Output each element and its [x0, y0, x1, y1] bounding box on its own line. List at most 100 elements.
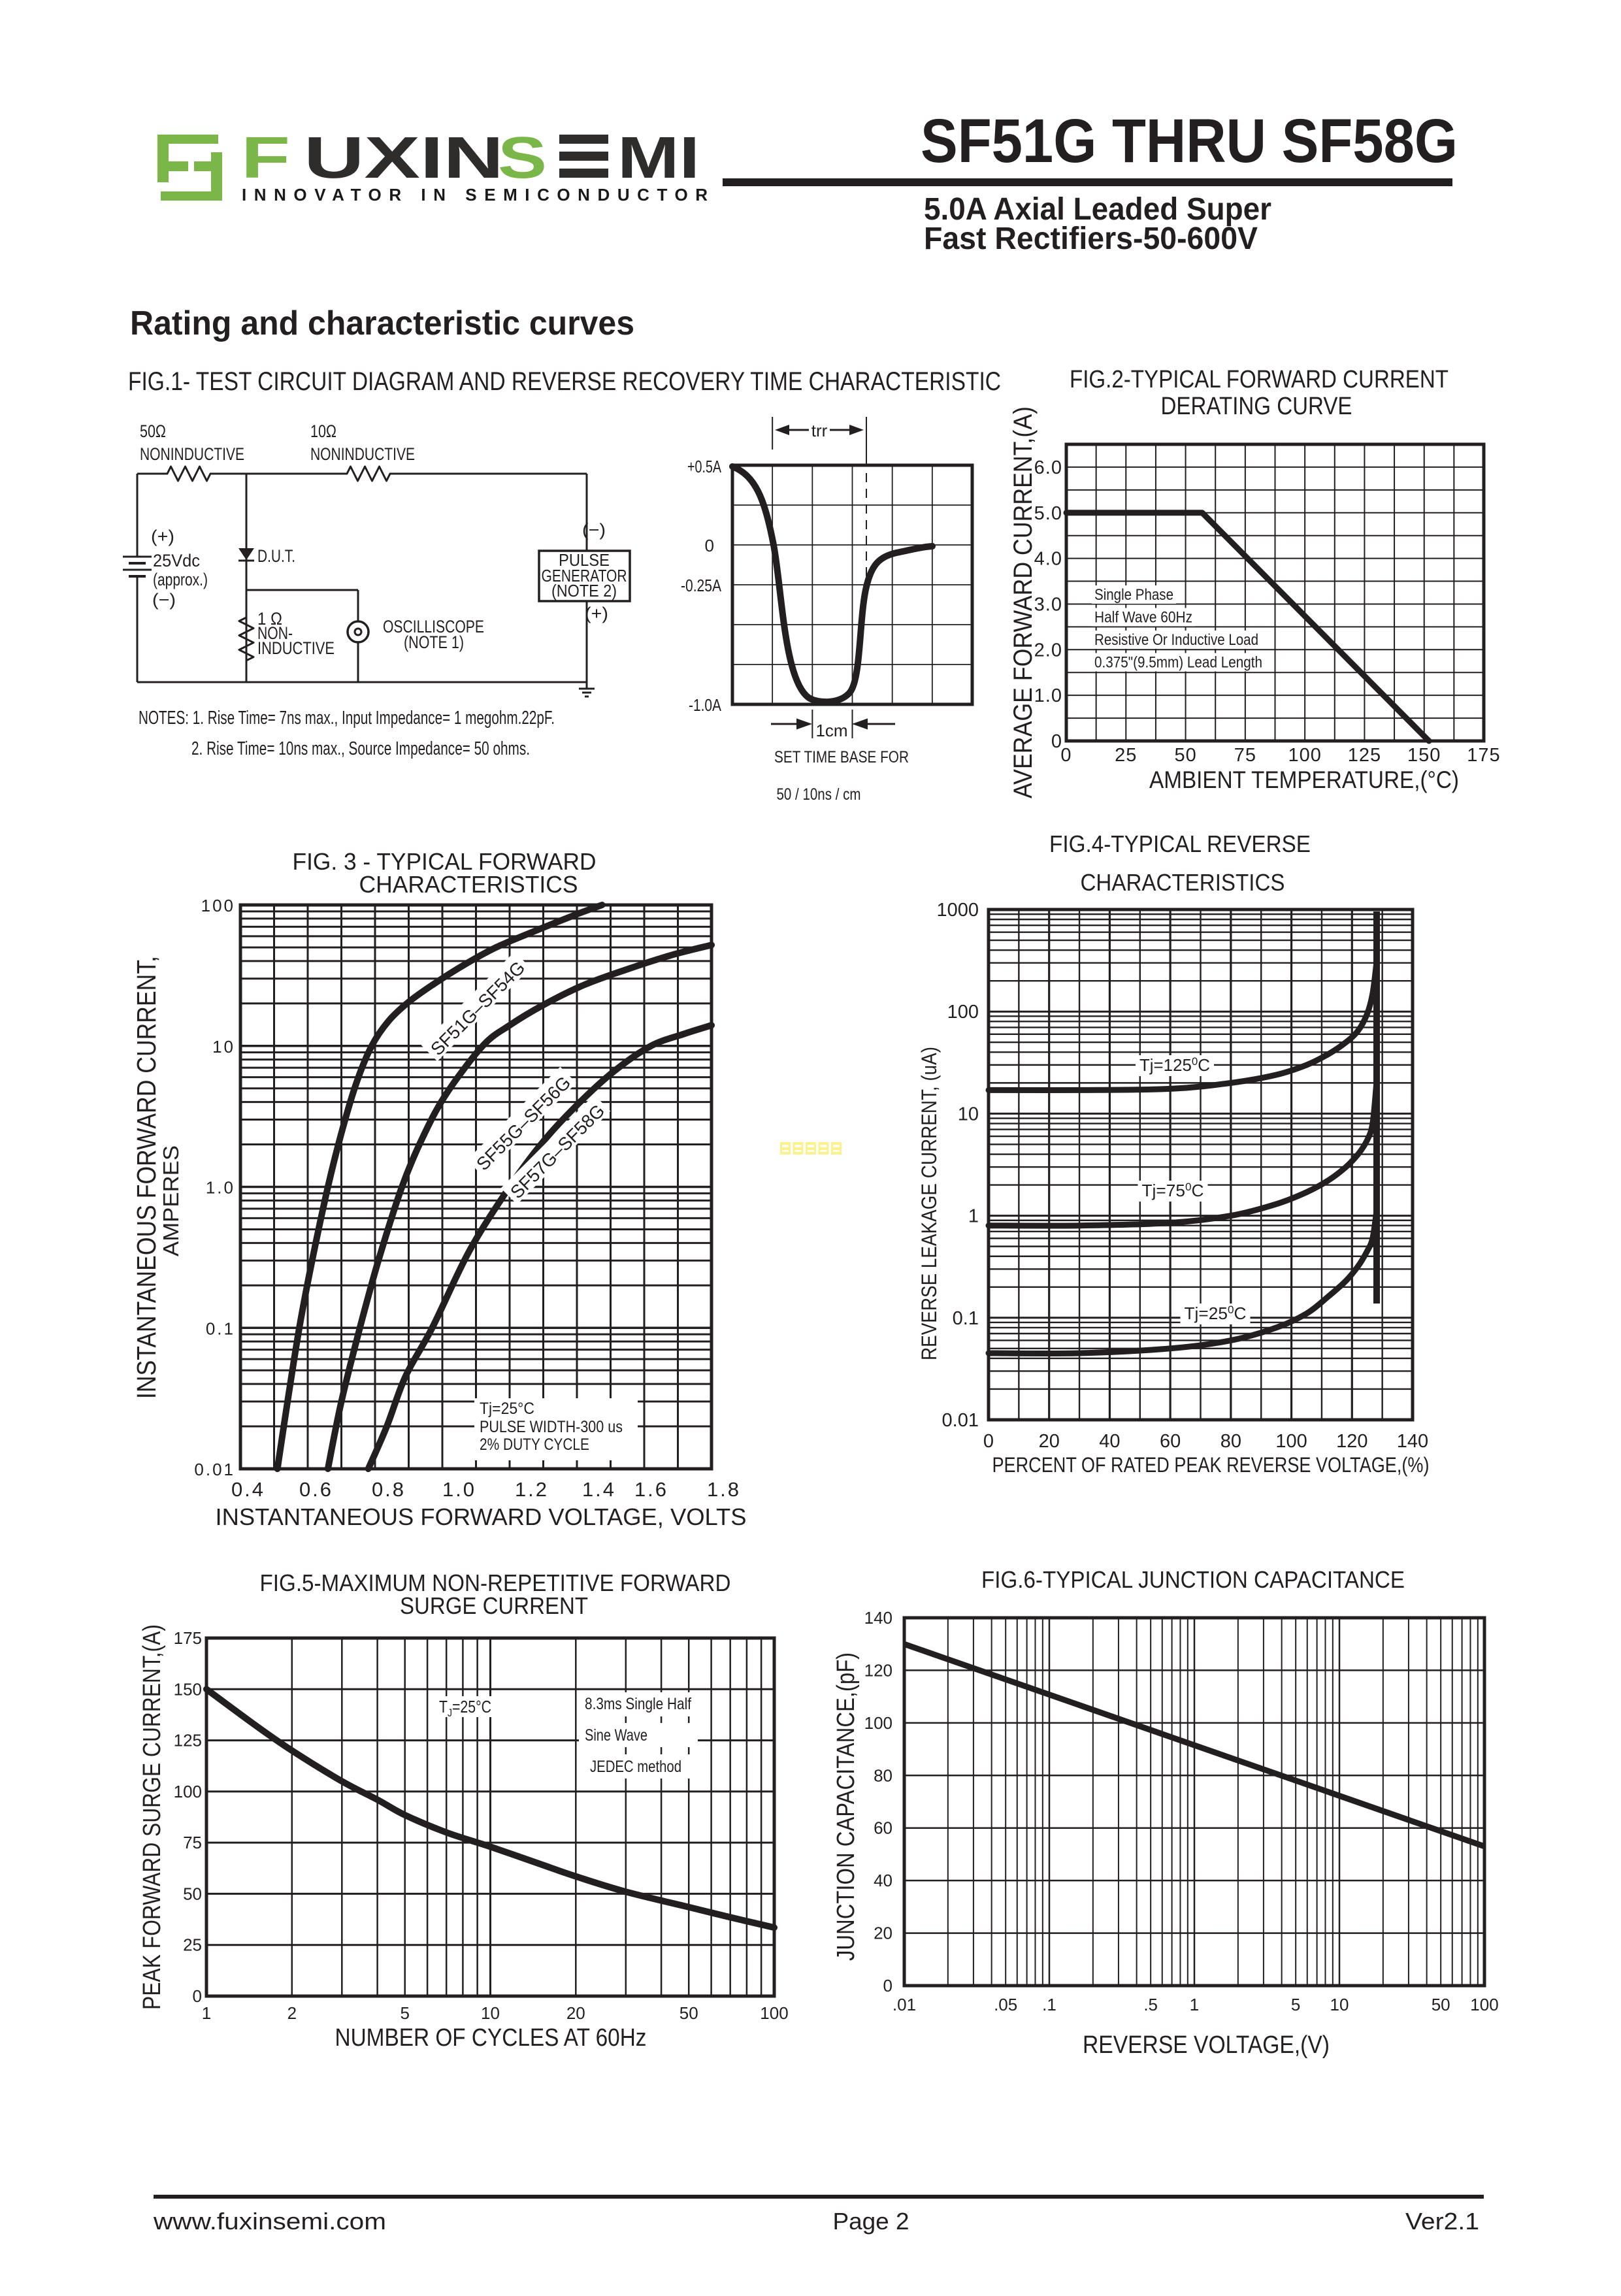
svg-text:140: 140	[1397, 1431, 1428, 1452]
svg-text:100: 100	[1288, 745, 1321, 766]
svg-text:0.01: 0.01	[194, 1460, 235, 1479]
svg-text:CHARACTERISTICS: CHARACTERISTICS	[359, 871, 578, 898]
svg-text:50: 50	[1432, 1995, 1450, 2014]
svg-text:0.1: 0.1	[206, 1319, 235, 1338]
svg-text:25: 25	[183, 1935, 202, 1955]
svg-text:D.U.T.: D.U.T.	[257, 546, 295, 566]
svg-text:Rating and characteristic curv: Rating and characteristic curves	[130, 304, 634, 342]
svg-text:Half Wave 60Hz: Half Wave 60Hz	[1094, 609, 1192, 627]
svg-text:50: 50	[1174, 745, 1196, 766]
svg-text:120: 120	[864, 1660, 892, 1680]
svg-text:FIG.5-MAXIMUM NON-REPETITIVE F: FIG.5-MAXIMUM NON-REPETITIVE FORWARD	[260, 1569, 731, 1596]
svg-text:1 Ω: 1 Ω	[257, 609, 282, 629]
svg-text:0.4: 0.4	[231, 1478, 265, 1501]
svg-text:1.2: 1.2	[515, 1478, 549, 1501]
svg-text:40: 40	[874, 1871, 892, 1890]
svg-text:TJ=25°C: TJ=25°C	[439, 1697, 491, 1719]
svg-text:GENERATOR: GENERATOR	[542, 566, 627, 585]
svg-text:50Ω: 50Ω	[140, 421, 166, 441]
svg-text:6.0: 6.0	[1034, 457, 1062, 478]
svg-text:INSTANTANEOUS FORWARD CURRENT,: INSTANTANEOUS FORWARD CURRENT,	[131, 956, 161, 1399]
svg-text:10: 10	[958, 1104, 979, 1124]
svg-text:2: 2	[287, 2003, 297, 2023]
svg-text:FIG.6-TYPICAL JUNCTION CAPACIT: FIG.6-TYPICAL JUNCTION CAPACITANCE	[981, 1566, 1405, 1593]
svg-text:Ver2.1: Ver2.1	[1405, 2208, 1479, 2235]
svg-text:Tj=25°C: Tj=25°C	[480, 1400, 534, 1418]
svg-text:0.375"(9.5mm) Lead Length: 0.375"(9.5mm) Lead Length	[1094, 654, 1262, 672]
svg-text:5.0A Axial Leaded Super: 5.0A Axial Leaded Super	[924, 192, 1271, 227]
svg-text:100: 100	[760, 2003, 788, 2023]
svg-text:5: 5	[1291, 1995, 1300, 2014]
svg-text:0: 0	[983, 1431, 994, 1452]
svg-text:0.6: 0.6	[299, 1478, 333, 1501]
svg-text:.01: .01	[892, 1995, 916, 2014]
svg-text:Tj=750C: Tj=750C	[1142, 1181, 1204, 1200]
svg-text:0: 0	[1051, 731, 1062, 752]
svg-text:NON-: NON-	[257, 623, 293, 643]
svg-text:1.4: 1.4	[582, 1478, 616, 1501]
svg-text:1.8: 1.8	[707, 1478, 741, 1501]
svg-text:JUNCTION CAPACITANCE,(pF): JUNCTION CAPACITANCE,(pF)	[832, 1652, 860, 1961]
svg-text:175: 175	[174, 1628, 202, 1648]
svg-text:2.0: 2.0	[1034, 640, 1062, 661]
svg-text:20: 20	[1039, 1431, 1060, 1452]
svg-text:1cm: 1cm	[815, 721, 847, 740]
svg-text:25: 25	[1115, 745, 1137, 766]
svg-text:10: 10	[1330, 1995, 1349, 2014]
svg-text:JEDEC method: JEDEC method	[590, 1758, 681, 1776]
svg-text:1.6: 1.6	[634, 1478, 668, 1501]
svg-text:100: 100	[201, 896, 235, 915]
svg-text:F: F	[241, 125, 290, 191]
svg-text:10: 10	[212, 1037, 235, 1057]
svg-text:50: 50	[183, 1884, 202, 1903]
svg-text:0: 0	[883, 1976, 892, 1995]
svg-text:100: 100	[864, 1713, 892, 1733]
svg-text:125: 125	[1348, 745, 1381, 766]
svg-text:1: 1	[968, 1206, 979, 1227]
svg-text:(−): (−)	[582, 520, 606, 540]
svg-text:150: 150	[174, 1679, 202, 1699]
svg-text:Tj=250C: Tj=250C	[1185, 1304, 1247, 1323]
svg-text:FIG.2-TYPICAL FORWARD CURRENT: FIG.2-TYPICAL FORWARD CURRENT	[1070, 366, 1449, 393]
svg-text:120: 120	[1336, 1431, 1367, 1452]
svg-text:OSCILLISCOPE: OSCILLISCOPE	[383, 617, 484, 636]
svg-text:NONINDUCTIVE: NONINDUCTIVE	[310, 444, 415, 464]
svg-text:-1.0A: -1.0A	[689, 695, 722, 715]
svg-text:Fast Rectifiers-50-600V: Fast Rectifiers-50-600V	[924, 221, 1258, 256]
svg-text:3.0: 3.0	[1034, 594, 1062, 615]
svg-text:SURGE CURRENT: SURGE CURRENT	[400, 1592, 588, 1619]
svg-text:8.3ms Single Half: 8.3ms Single Half	[585, 1695, 691, 1713]
svg-text:(−): (−)	[152, 590, 176, 610]
svg-text:Resistive Or Inductive Load: Resistive Or Inductive Load	[1094, 631, 1258, 649]
svg-text:25Vdc: 25Vdc	[153, 551, 200, 570]
svg-text:75: 75	[1234, 745, 1256, 766]
svg-text:FIG.1- TEST CIRCUIT DIAGRAM AN: FIG.1- TEST CIRCUIT DIAGRAM AND REVERSE …	[128, 367, 1001, 396]
svg-text:AMPERES: AMPERES	[159, 1145, 183, 1256]
svg-text:0.01: 0.01	[942, 1410, 979, 1431]
svg-text:NOTES: 1. Rise Time= 7ns max.,: NOTES: 1. Rise Time= 7ns max., Input Imp…	[139, 708, 555, 729]
svg-text:1: 1	[1190, 1995, 1199, 2014]
svg-text:150: 150	[1407, 745, 1441, 766]
svg-text:50 / 10ns / cm: 50 / 10ns / cm	[777, 785, 861, 804]
svg-text:(+): (+)	[585, 604, 608, 623]
svg-text:10Ω: 10Ω	[310, 421, 336, 441]
svg-text:(NOTE 2): (NOTE 2)	[551, 581, 617, 600]
svg-text:AMBIENT TEMPERATURE,(°C): AMBIENT TEMPERATURE,(°C)	[1149, 766, 1459, 793]
svg-text:.05: .05	[994, 1995, 1017, 2014]
svg-text:100: 100	[1275, 1431, 1307, 1452]
svg-text:FIG. 3 - TYPICAL FORWARD: FIG. 3 - TYPICAL FORWARD	[293, 848, 597, 875]
svg-text:80: 80	[874, 1765, 892, 1785]
svg-text:REVERSE VOLTAGE,(V): REVERSE VOLTAGE,(V)	[1083, 2031, 1330, 2059]
svg-text:100: 100	[1470, 1995, 1498, 2014]
svg-text:S: S	[498, 125, 547, 191]
svg-text:2% DUTY CYCLE: 2% DUTY CYCLE	[480, 1435, 589, 1454]
svg-text:(approx.): (approx.)	[153, 570, 208, 589]
svg-text:0: 0	[1060, 745, 1072, 766]
svg-text:40: 40	[1099, 1431, 1120, 1452]
svg-text:.1: .1	[1042, 1995, 1056, 2014]
svg-text:Single Phase: Single Phase	[1094, 586, 1173, 604]
svg-text:SET TIME BASE FOR: SET TIME BASE FOR	[774, 748, 909, 766]
svg-text:MI: MI	[617, 125, 700, 191]
svg-text:5.0: 5.0	[1034, 503, 1062, 524]
svg-text:Page 2: Page 2	[833, 2208, 909, 2235]
